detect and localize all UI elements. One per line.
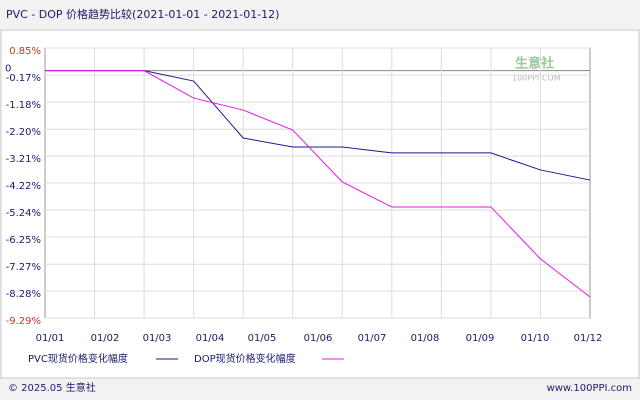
y-tick-label: -7.27%: [6, 262, 41, 273]
watermark-site: 100PPI.COM: [512, 74, 561, 83]
y-tick-label: -1.18%: [6, 100, 41, 111]
legend-label: DOP现货价格变化幅度: [194, 352, 296, 365]
x-tick-label: 01/05: [248, 333, 277, 344]
footer-left: © 2025.05 生意社: [8, 381, 96, 394]
x-tick-label: 01/10: [521, 333, 550, 344]
x-tick-label: 01/06: [304, 333, 333, 344]
x-tick-label: 01/08: [411, 333, 440, 344]
x-tick-label: 01/09: [466, 333, 495, 344]
footer-right: www.100PPI.com: [547, 383, 632, 394]
y-tick-label: -5.24%: [6, 208, 41, 219]
x-tick-label: 01/12: [574, 333, 603, 344]
y-tick-label: -2.20%: [6, 127, 41, 138]
y-tick-label: -6.25%: [6, 235, 41, 246]
y-tick-label: 0.85%: [9, 46, 41, 57]
x-tick-label: 01/04: [196, 333, 225, 344]
x-tick-label: 01/03: [143, 333, 172, 344]
y-tick-label: -4.22%: [6, 181, 41, 192]
x-tick-label: 01/07: [358, 333, 387, 344]
y-tick-label: -0.17%: [6, 73, 41, 84]
y-tick-label: -9.29%: [6, 316, 41, 327]
y-tick-label: -8.28%: [6, 289, 41, 300]
x-tick-label: 01/01: [36, 333, 65, 344]
y-tick-label: 0: [5, 64, 11, 75]
x-tick-label: 01/02: [91, 333, 120, 344]
legend-label: PVC现货价格变化幅度: [28, 352, 128, 365]
series-line: [45, 70, 591, 298]
y-tick-label: -3.21%: [6, 154, 41, 165]
chart-title: PVC - DOP 价格趋势比较(2021-01-01 - 2021-01-12…: [6, 7, 279, 21]
watermark-name: 生意社: [515, 56, 554, 72]
